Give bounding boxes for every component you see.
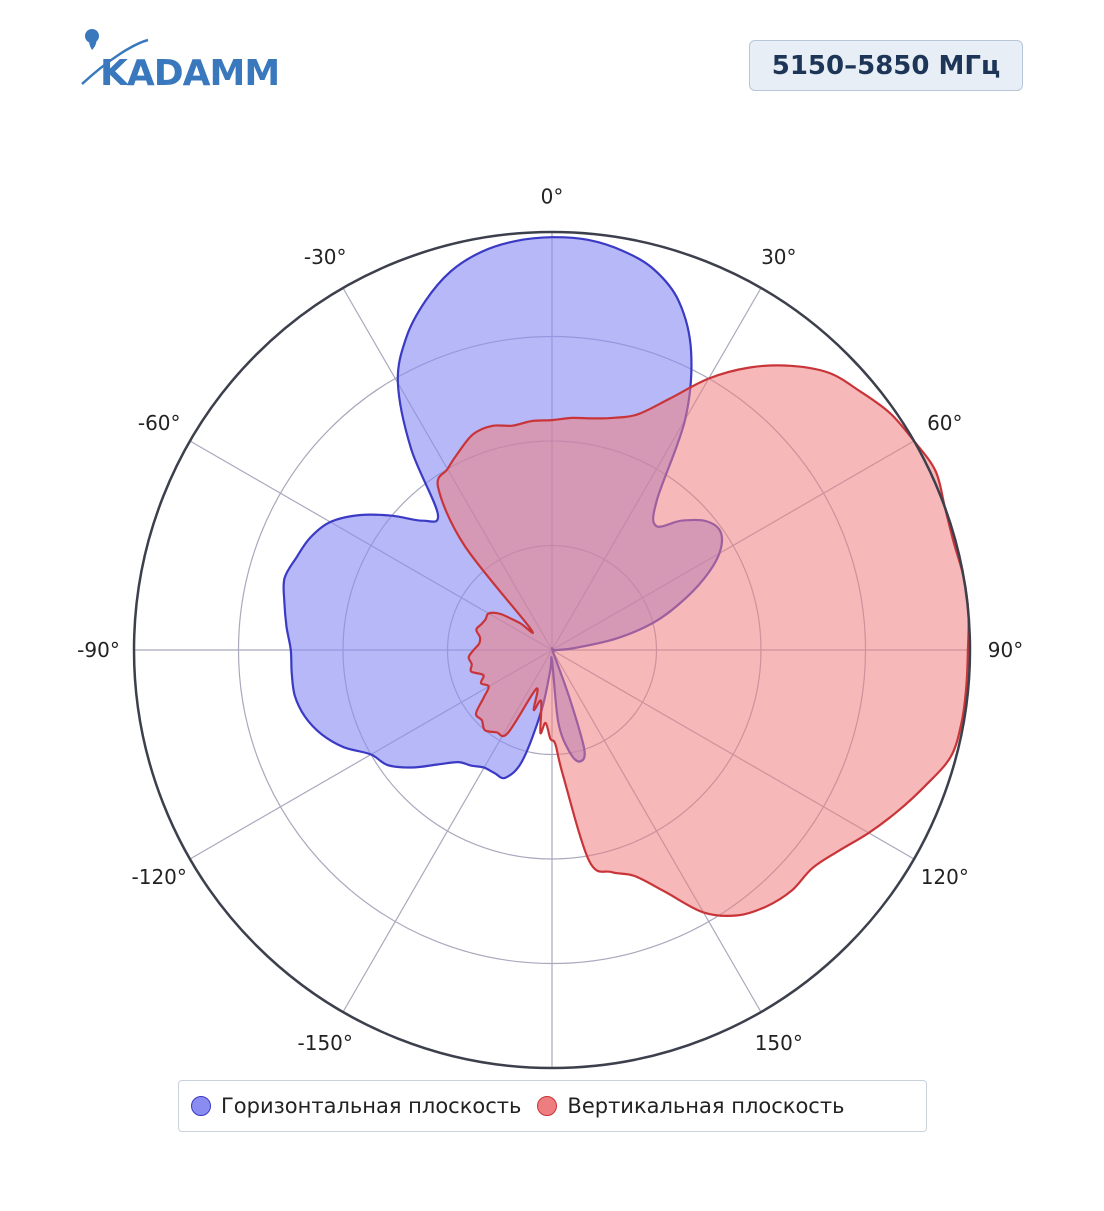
legend-item-horizontal[interactable]: Горизонтальная плоскость xyxy=(191,1094,521,1118)
legend: Горизонтальная плоскость Вертикальная пл… xyxy=(178,1080,927,1132)
legend-swatch-vertical xyxy=(537,1096,558,1116)
logo-text: KADAMM xyxy=(100,53,279,92)
angle-tick-label: 0° xyxy=(541,185,564,209)
angle-tick-label: 150° xyxy=(755,1031,803,1055)
angle-tick-label: 90° xyxy=(988,638,1023,662)
angle-tick-label: -150° xyxy=(298,1031,353,1055)
angle-tick-label: -60° xyxy=(138,411,181,435)
legend-item-vertical[interactable]: Вертикальная плоскость xyxy=(537,1094,844,1118)
logo-leaf xyxy=(89,30,97,50)
angle-tick-label: 120° xyxy=(921,865,969,889)
angle-tick-label: 60° xyxy=(927,411,962,435)
logo-swoosh xyxy=(81,38,149,85)
frequency-badge: 5150–5850 МГц xyxy=(749,40,1023,91)
outer-ring-layer xyxy=(132,230,972,1070)
angle-tick-label: -30° xyxy=(304,245,347,269)
series-layer xyxy=(282,236,970,918)
legend-swatch-horizontal xyxy=(191,1096,211,1116)
angle-tick-label: -90° xyxy=(77,638,120,662)
legend-label-vertical: Вертикальная плоскость xyxy=(567,1094,845,1118)
angle-tick-label: 30° xyxy=(761,245,796,269)
kadamm-logo: KADAMM xyxy=(81,29,280,92)
legend-label-horizontal: Горизонтальная плоскость xyxy=(221,1094,522,1118)
series-vertical xyxy=(436,364,970,918)
angle-labels: 0° 30° 60° 90° 120° 150° -150° -120° -90° -60° -30… xyxy=(77,185,1023,1055)
angle-tick-label: -120° xyxy=(132,865,187,889)
outer-ring xyxy=(132,230,972,1070)
